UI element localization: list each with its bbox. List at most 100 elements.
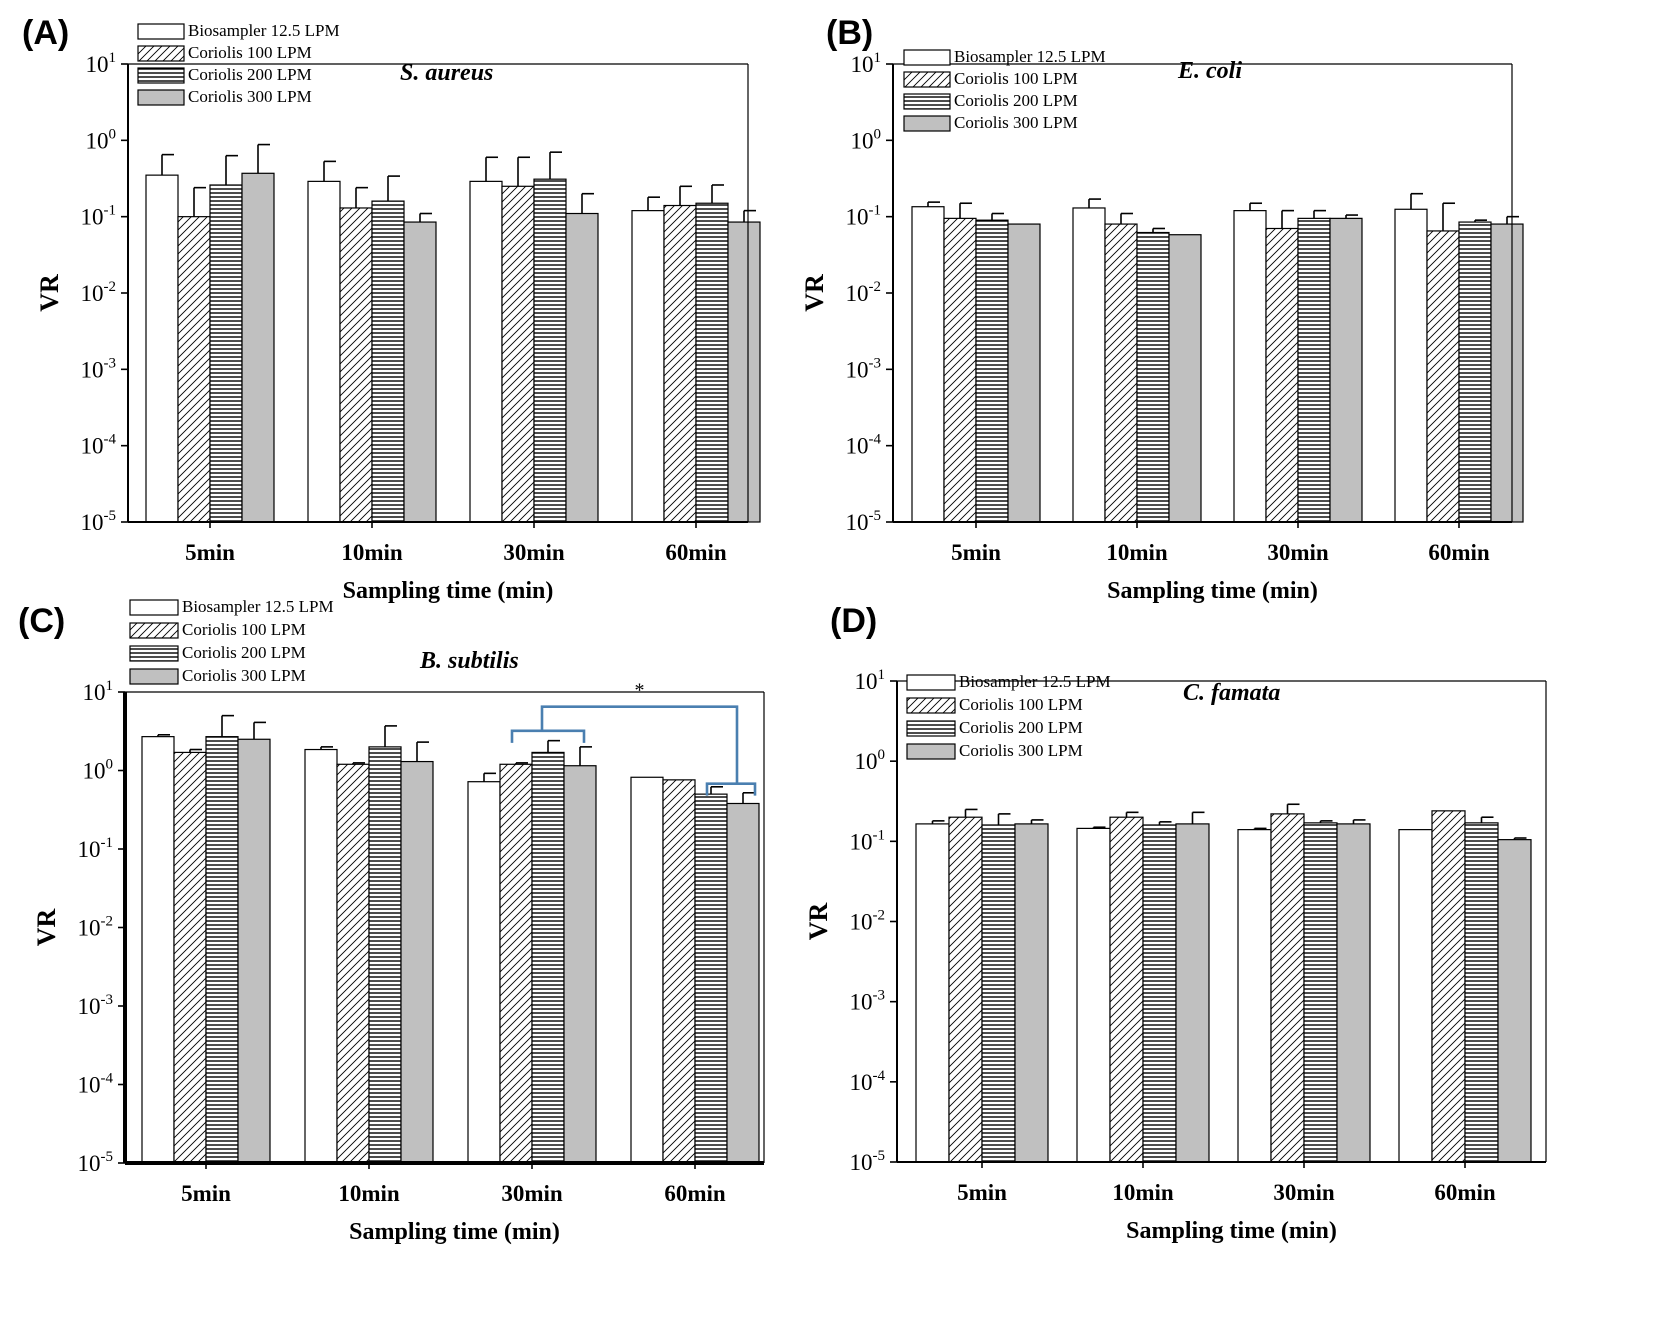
bar bbox=[1336, 823, 1371, 1163]
x-tick-label: 30min bbox=[1267, 540, 1329, 565]
legend-entry: Coriolis 200 LPM bbox=[182, 643, 306, 662]
bar bbox=[339, 207, 373, 523]
x-tick-label: 10min bbox=[1112, 1180, 1174, 1205]
legend-swatch bbox=[903, 49, 951, 66]
y-tick-label: 10-4 bbox=[78, 1071, 114, 1098]
legend-swatch bbox=[137, 45, 185, 62]
chart-panel-c: (C) B. subtilis 10-5 10-4 10-3 10-2 10-1 100 101… bbox=[18, 597, 765, 1245]
bar bbox=[177, 216, 211, 523]
y-tick-label: 10-1 bbox=[81, 203, 117, 230]
bar bbox=[563, 765, 597, 1164]
bar bbox=[694, 793, 728, 1164]
significance-bracket-right bbox=[705, 782, 757, 796]
y-tick-label: 10-1 bbox=[78, 835, 114, 862]
x-axis-label: Sampling time (min) bbox=[1107, 578, 1318, 604]
bar bbox=[662, 779, 696, 1164]
x-axis-label: Sampling time (min) bbox=[343, 578, 554, 604]
significance-connector bbox=[540, 705, 739, 784]
x-tick-label: 60min bbox=[665, 540, 727, 565]
bar bbox=[1458, 221, 1492, 523]
bar bbox=[1072, 207, 1106, 523]
bar bbox=[695, 202, 729, 523]
x-tick-label: 30min bbox=[1273, 1180, 1335, 1205]
legend-swatch bbox=[906, 743, 956, 760]
x-tick-label: 5min bbox=[185, 540, 235, 565]
bar bbox=[1464, 822, 1499, 1163]
y-axis-label: VR bbox=[800, 274, 829, 312]
bar bbox=[1233, 210, 1267, 523]
bar bbox=[209, 184, 243, 523]
bar bbox=[336, 763, 370, 1164]
y-tick-label: 10-3 bbox=[81, 355, 117, 382]
chart-panel-a: (A)S. aureus10-510-410-310-210-11001015m… bbox=[22, 14, 761, 604]
bar bbox=[1394, 208, 1428, 523]
bar bbox=[1014, 823, 1049, 1163]
y-tick-label: 10-5 bbox=[78, 1149, 114, 1176]
bar bbox=[499, 763, 533, 1164]
x-tick-label: 30min bbox=[503, 540, 565, 565]
bar bbox=[911, 206, 945, 523]
legend-swatch bbox=[129, 645, 179, 662]
bar bbox=[1265, 227, 1299, 523]
bar bbox=[943, 217, 977, 523]
bar bbox=[400, 760, 434, 1164]
bar bbox=[173, 751, 207, 1164]
bar bbox=[371, 200, 405, 523]
y-axis-label: VR bbox=[35, 274, 64, 312]
bar bbox=[630, 776, 664, 1164]
panel-label: (A) bbox=[22, 14, 69, 52]
x-tick-label: 10min bbox=[1106, 540, 1168, 565]
panel-label: (D) bbox=[830, 602, 877, 640]
legend-entry: Coriolis 300 LPM bbox=[182, 666, 306, 685]
legend-swatch bbox=[129, 599, 179, 616]
bar bbox=[469, 180, 503, 523]
y-tick-label: 101 bbox=[851, 50, 882, 77]
legend-entry: Coriolis 300 LPM bbox=[954, 113, 1078, 132]
legend-entry: Biosampler 12.5 LPM bbox=[182, 597, 334, 616]
y-tick-label: 101 bbox=[83, 678, 114, 705]
chart-title: C. famata bbox=[1183, 680, 1280, 706]
legend-swatch bbox=[906, 720, 956, 737]
y-tick-label: 10-2 bbox=[846, 279, 882, 306]
y-tick-label: 10-5 bbox=[81, 508, 117, 535]
y-tick-label: 10-3 bbox=[846, 355, 882, 382]
panel-label: (C) bbox=[18, 602, 65, 640]
bar bbox=[1497, 839, 1532, 1163]
significance-star: * bbox=[635, 680, 645, 702]
x-tick-label: 5min bbox=[957, 1180, 1007, 1205]
bar bbox=[726, 802, 760, 1164]
legend-swatch bbox=[906, 674, 956, 691]
legend-entry: Coriolis 200 LPM bbox=[954, 91, 1078, 110]
bar bbox=[1303, 822, 1338, 1163]
bar bbox=[975, 219, 1009, 523]
bar bbox=[1136, 231, 1170, 523]
bar bbox=[1297, 217, 1331, 523]
bar bbox=[304, 748, 338, 1164]
bar bbox=[948, 816, 983, 1163]
legend-entry: Coriolis 100 LPM bbox=[182, 620, 306, 639]
legend-swatch bbox=[137, 23, 185, 40]
chart-panel-b: (B) E. coli 10-5 10-4 10-3 10-2 10-1 100 101 5min… bbox=[800, 14, 1524, 604]
y-tick-label: 10-3 bbox=[850, 988, 886, 1015]
bar bbox=[1076, 827, 1111, 1163]
bar bbox=[368, 746, 402, 1164]
x-tick-label: 60min bbox=[664, 1181, 726, 1206]
x-tick-label: 60min bbox=[1428, 540, 1490, 565]
bar bbox=[727, 221, 761, 523]
legend-swatch bbox=[137, 89, 185, 106]
y-tick-label: 100 bbox=[851, 126, 882, 153]
legend-swatch bbox=[129, 622, 179, 639]
x-axis-label: Sampling time (min) bbox=[1126, 1218, 1337, 1244]
legend-entry: Coriolis 100 LPM bbox=[188, 43, 312, 62]
x-tick-label: 5min bbox=[181, 1181, 231, 1206]
y-tick-label: 10-1 bbox=[850, 827, 886, 854]
y-tick-label: 10-5 bbox=[846, 508, 882, 535]
legend-entry: Coriolis 200 LPM bbox=[959, 718, 1083, 737]
bar bbox=[1168, 234, 1202, 523]
x-tick-label: 30min bbox=[501, 1181, 563, 1206]
y-axis-label: VR bbox=[32, 909, 61, 947]
y-tick-label: 101 bbox=[855, 667, 886, 694]
x-tick-label: 5min bbox=[951, 540, 1001, 565]
legend-swatch bbox=[903, 71, 951, 88]
